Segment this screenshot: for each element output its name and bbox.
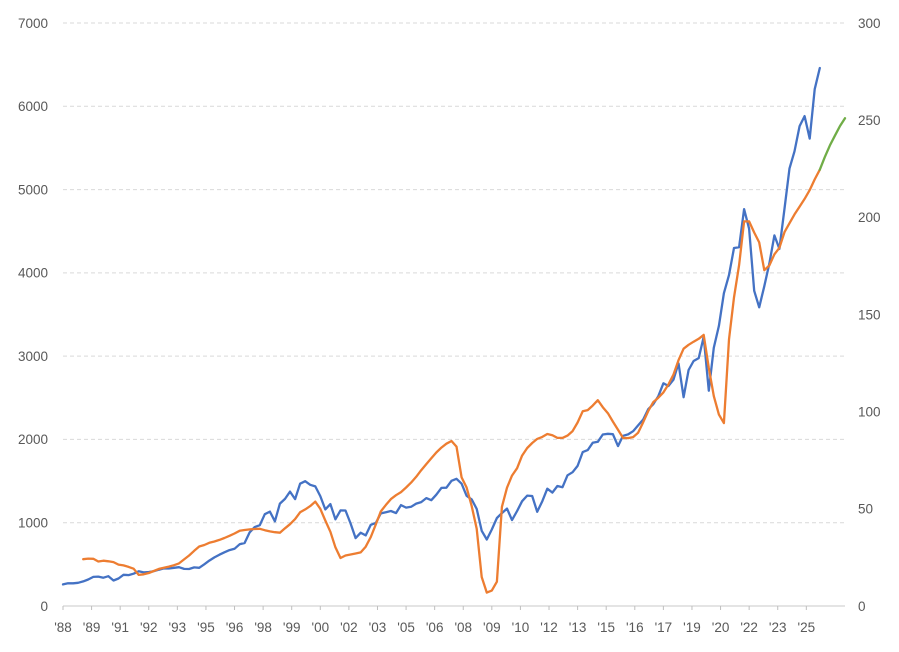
eps-ttm-line (82, 168, 821, 594)
y-right-tick-label: 300 (858, 16, 881, 31)
x-tick-label: '08 (454, 620, 472, 635)
x-tick-label: '99 (283, 620, 301, 635)
x-tick-label: '22 (740, 620, 758, 635)
x-tick-label: '05 (397, 620, 415, 635)
x-tick-label: '02 (340, 620, 358, 635)
x-tick-label: '23 (769, 620, 787, 635)
x-tick-label: '19 (683, 620, 701, 635)
y-left-tick-label: 2000 (18, 432, 48, 447)
x-tick-label: '12 (540, 620, 558, 635)
x-tick-label: '10 (512, 620, 530, 635)
x-tick-label: '95 (197, 620, 215, 635)
y-left-tick-label: 5000 (18, 182, 48, 197)
y-left-tick-label: 7000 (18, 16, 48, 31)
x-axis: '88 '89 '91 '92 '93 '95 '96 '98 '99 '00 '02 '03 '05 '… (54, 605, 845, 635)
y-left-tick-label: 4000 (18, 266, 48, 281)
y-left-tick-label: 0 (40, 599, 48, 614)
eps-forecast-line (818, 117, 847, 171)
y-left-tick-label: 3000 (18, 349, 48, 364)
x-tick-label: '20 (712, 620, 730, 635)
y-right-tick-label: 250 (858, 113, 881, 128)
x-tick-label: '93 (169, 620, 187, 635)
x-tick-label: '09 (483, 620, 501, 635)
y-left-tick-label: 6000 (18, 99, 48, 114)
y-right-tick-label: 200 (858, 210, 881, 225)
x-tick-label: '17 (655, 620, 673, 635)
y-axis-right: 0 50 100 150 200 250 300 (858, 16, 881, 614)
x-tick-label: '06 (426, 620, 444, 635)
y-left-tick-label: 1000 (18, 516, 48, 531)
x-tick-label: '16 (626, 620, 644, 635)
x-tick-label: '92 (140, 620, 158, 635)
y-axis-left: 0 1000 2000 3000 4000 5000 6000 7000 (18, 16, 48, 614)
y-right-tick-label: 0 (858, 599, 866, 614)
x-tick-label: '89 (83, 620, 101, 635)
x-tick-label: '15 (597, 620, 615, 635)
x-tick-label: '98 (254, 620, 272, 635)
gridlines (63, 22, 845, 524)
x-tick-label: '25 (798, 620, 816, 635)
x-tick-label: '03 (369, 620, 387, 635)
y-right-tick-label: 50 (858, 502, 873, 517)
x-tick-label: '96 (226, 620, 244, 635)
x-tick-label: '13 (569, 620, 587, 635)
y-right-tick-label: 150 (858, 307, 881, 322)
x-tick-label: '00 (312, 620, 330, 635)
x-tick-label: '88 (54, 620, 72, 635)
x-tick-label: '91 (111, 620, 129, 635)
y-right-tick-label: 100 (858, 404, 881, 419)
sp500-price-line (61, 66, 821, 586)
